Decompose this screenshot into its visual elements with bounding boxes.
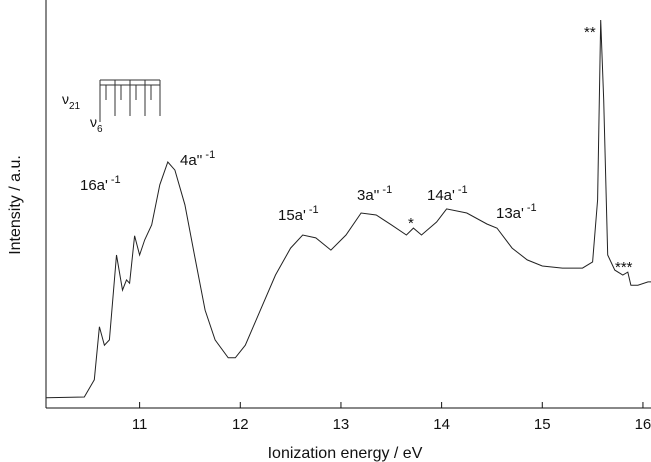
inset-diagram xyxy=(99,79,161,122)
y-axis-title: Intensity / a.u. xyxy=(7,155,24,255)
annotation: 4a'' -1 xyxy=(180,149,215,169)
annotation: 15a' -1 xyxy=(278,204,319,224)
inset-subscript: 6 xyxy=(97,124,103,135)
annotation-superscript: -1 xyxy=(309,204,319,216)
inset-label: ν6 xyxy=(90,114,103,135)
annotation: 14a' -1 xyxy=(427,184,468,204)
annotation: 13a' -1 xyxy=(496,202,537,222)
annotation-superscript: -1 xyxy=(458,184,468,196)
annotation-text: 4a'' xyxy=(180,152,203,169)
annotation: * xyxy=(408,215,414,232)
x-tick-label: 13 xyxy=(333,416,350,433)
annotation: ** xyxy=(584,24,596,41)
annotation-text: 13a' xyxy=(496,205,524,222)
inset-subscript: 21 xyxy=(69,101,81,112)
annotation-text: 15a' xyxy=(278,207,306,224)
annotation-text: 16a' xyxy=(80,177,108,194)
inset-symbol: ν xyxy=(62,91,69,107)
x-axis-title: Ionization energy / eV xyxy=(268,445,423,462)
inset-symbol: ν xyxy=(90,114,97,130)
x-tick-label: 11 xyxy=(132,416,148,433)
x-tick-label: 14 xyxy=(433,416,450,433)
annotation-superscript: -1 xyxy=(527,202,537,214)
annotation-superscript: -1 xyxy=(111,174,121,186)
annotation-superscript: -1 xyxy=(205,149,215,161)
annotation-text: *** xyxy=(615,259,633,276)
annotation: 3a'' -1 xyxy=(357,184,392,204)
annotation-superscript: -1 xyxy=(382,184,392,196)
annotation-text: 14a' xyxy=(427,187,455,204)
x-tick-label: 15 xyxy=(534,416,551,433)
annotation: 16a' -1 xyxy=(80,174,121,194)
spectrum-line xyxy=(45,19,651,399)
x-tick-label: 16 xyxy=(635,416,651,433)
annotation-text: 3a'' xyxy=(357,187,380,204)
x-tick-label: 12 xyxy=(232,416,249,433)
annotation-text: * xyxy=(408,215,414,232)
annotation: *** xyxy=(615,259,633,276)
inset-label: ν21 xyxy=(62,91,81,112)
annotation-text: ** xyxy=(584,24,596,41)
